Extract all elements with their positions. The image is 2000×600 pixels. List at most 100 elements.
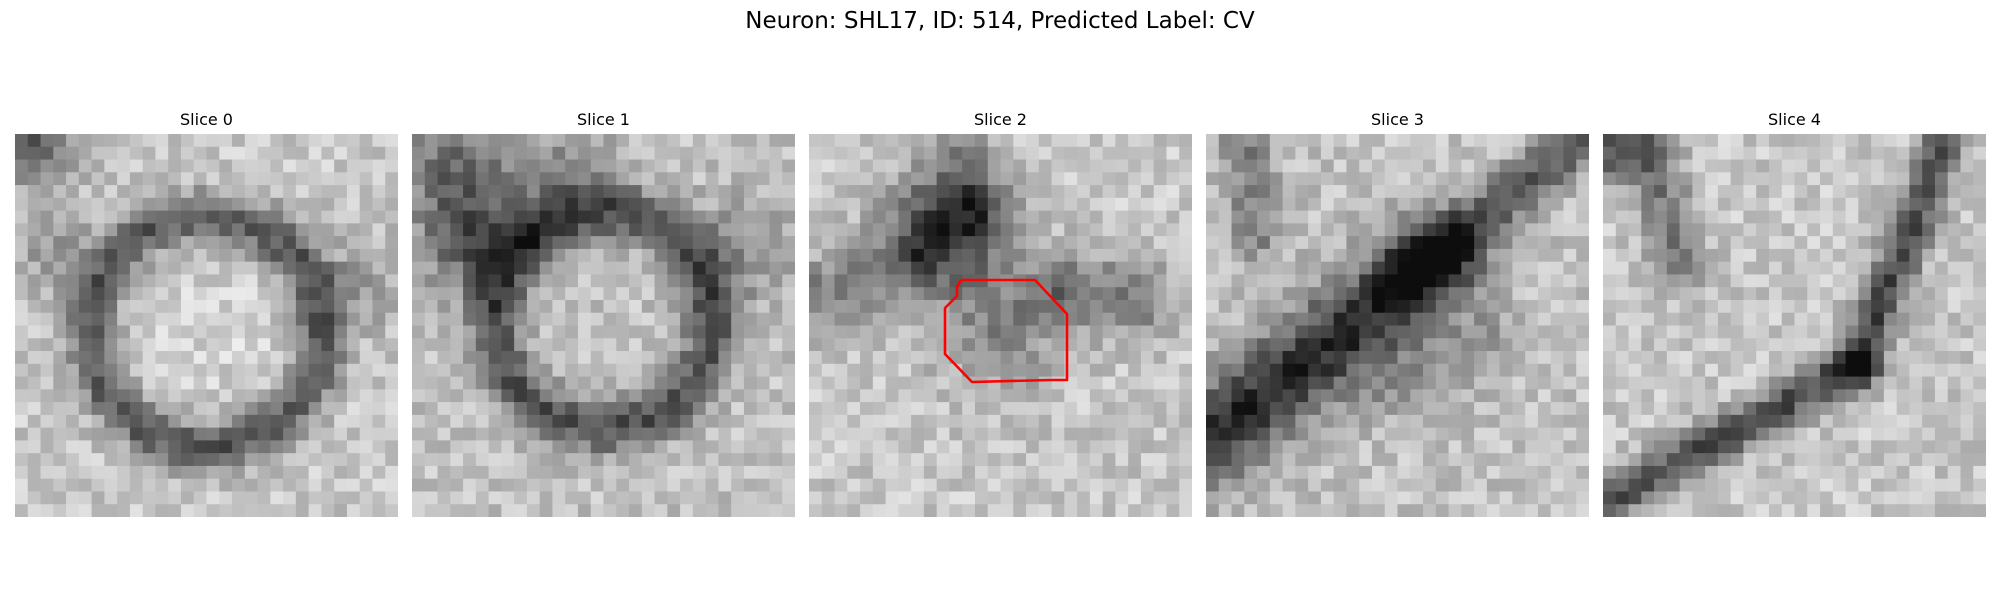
- pixel-cell: [923, 414, 938, 429]
- pixel-cell: [552, 185, 566, 199]
- pixel-cell: [168, 210, 182, 224]
- pixel-cell: [616, 440, 630, 454]
- pixel-cell: [1474, 261, 1488, 276]
- pixel-cell: [1654, 389, 1668, 403]
- pixel-cell: [718, 146, 732, 161]
- pixel-cell: [91, 363, 105, 378]
- pixel-cell: [743, 134, 758, 148]
- pixel-cell: [475, 440, 490, 454]
- pixel-cell: [193, 185, 208, 199]
- pixel-cell: [1179, 338, 1192, 352]
- pixel-cell: [66, 236, 80, 250]
- pixel-cell: [1717, 478, 1732, 493]
- pixel-cell: [1934, 504, 1949, 517]
- pixel-cell: [1333, 440, 1348, 454]
- pixel-cell: [1474, 185, 1488, 199]
- pixel-cell: [1371, 312, 1386, 327]
- pixel-cell: [1128, 504, 1142, 517]
- pixel-cell: [911, 134, 925, 148]
- pixel-cell: [372, 261, 386, 276]
- pixel-cell: [514, 414, 528, 429]
- pixel-cell: [1615, 338, 1630, 352]
- pixel-cell: [1359, 376, 1373, 390]
- pixel-cell: [40, 299, 54, 314]
- pixel-cell: [1206, 504, 1220, 517]
- pixel-cell: [1397, 389, 1411, 403]
- pixel-cell: [590, 427, 605, 441]
- pixel-cell: [1845, 465, 1859, 480]
- pixel-cell: [1013, 146, 1027, 161]
- pixel-cell: [1166, 248, 1180, 263]
- pixel-cell: [1909, 287, 1923, 301]
- pixel-cell: [91, 351, 105, 365]
- pixel-cell: [129, 363, 144, 378]
- pixel-cell: [565, 312, 579, 327]
- pixel-cell: [590, 287, 605, 301]
- pixel-cell: [1051, 146, 1065, 161]
- pixel-cell: [1051, 491, 1065, 505]
- pixel-cell: [565, 491, 579, 505]
- pixel-cell: [424, 236, 439, 250]
- pixel-cell: [1654, 440, 1668, 454]
- pixel-cell: [475, 274, 490, 288]
- pixel-cell: [1743, 478, 1757, 493]
- pixel-cell: [1512, 312, 1526, 327]
- pixel-cell: [987, 197, 1002, 212]
- pixel-cell: [244, 134, 259, 148]
- pixel-cell: [1089, 134, 1104, 148]
- pixel-cell: [885, 185, 899, 199]
- pixel-cell: [1768, 185, 1783, 199]
- pixel-cell: [1308, 312, 1322, 327]
- pixel-cell: [1448, 197, 1462, 212]
- pixel-cell: [180, 248, 195, 263]
- pixel-cell: [667, 478, 681, 493]
- pixel-cell: [1909, 478, 1923, 493]
- pixel-cell: [1153, 197, 1168, 212]
- pixel-cell: [809, 440, 823, 454]
- pixel-cell: [1359, 414, 1373, 429]
- pixel-cell: [270, 248, 284, 263]
- pixel-cell: [1730, 236, 1745, 250]
- pixel-cell: [1768, 210, 1783, 224]
- pixel-cell: [412, 274, 426, 288]
- pixel-cell: [1794, 236, 1808, 250]
- pixel-cell: [860, 478, 874, 493]
- pixel-cell: [552, 389, 566, 403]
- pixel-cell: [78, 274, 93, 288]
- pixel-cell: [1474, 414, 1488, 429]
- pixel-cell: [1896, 414, 1910, 429]
- pixel-cell: [78, 261, 93, 276]
- pixel-cell: [1947, 185, 1962, 199]
- pixel-cell: [91, 338, 105, 352]
- pixel-cell: [1448, 363, 1462, 378]
- pixel-cell: [756, 172, 771, 186]
- pixel-cell: [1973, 146, 1986, 161]
- pixel-cell: [1410, 491, 1424, 505]
- pixel-cell: [565, 274, 579, 288]
- pixel-cell: [1064, 465, 1078, 480]
- pixel-cell: [104, 351, 118, 365]
- pixel-cell: [1423, 312, 1437, 327]
- pixel-cell: [1140, 376, 1155, 390]
- pixel-cell: [526, 299, 541, 314]
- pixel-cell: [1883, 427, 1898, 441]
- pixel-cell: [155, 504, 169, 517]
- pixel-cell: [1435, 287, 1450, 301]
- pixel-cell: [1641, 351, 1655, 365]
- pixel-cell: [1615, 491, 1630, 505]
- pixel-cell: [1730, 351, 1745, 365]
- pixel-cell: [1807, 376, 1821, 390]
- pixel-cell: [552, 248, 566, 263]
- pixel-cell: [1346, 453, 1360, 467]
- pixel-cell: [308, 389, 322, 403]
- pixel-cell: [1320, 389, 1335, 403]
- pixel-cell: [129, 338, 144, 352]
- pixel-cell: [1525, 185, 1539, 199]
- pixel-cell: [1743, 427, 1757, 441]
- pixel-cell: [1038, 172, 1053, 186]
- pixel-cell: [1140, 274, 1155, 288]
- pixel-cell: [1269, 376, 1284, 390]
- pixel-cell: [782, 440, 795, 454]
- pixel-cell: [91, 504, 105, 517]
- pixel-cell: [488, 491, 502, 505]
